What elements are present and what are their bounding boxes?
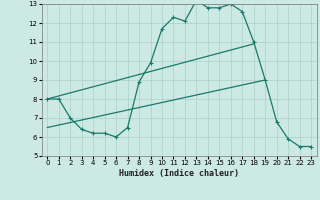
X-axis label: Humidex (Indice chaleur): Humidex (Indice chaleur) xyxy=(119,169,239,178)
